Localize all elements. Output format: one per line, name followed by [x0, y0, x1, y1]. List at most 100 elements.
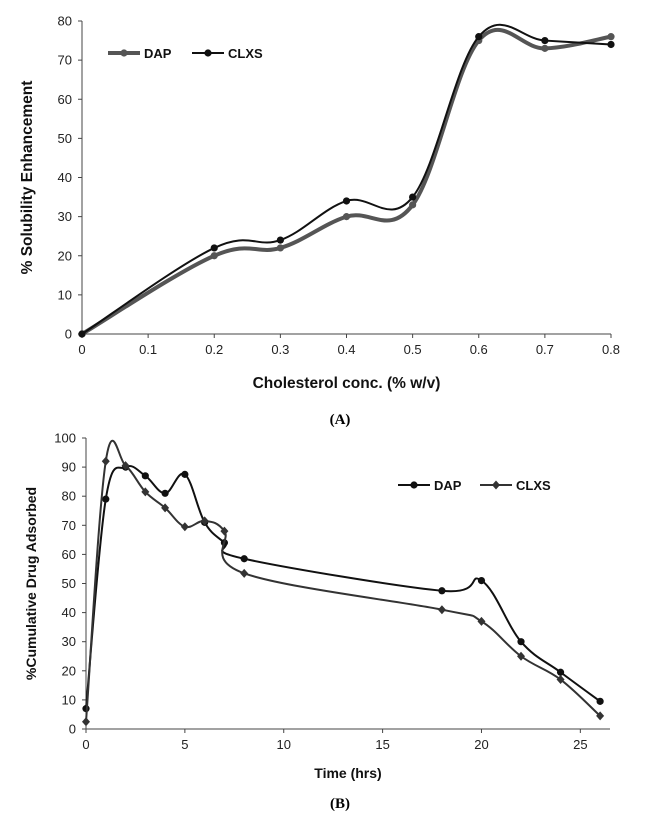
- data-point-dap: [276, 244, 284, 252]
- x-tick-label: 20: [474, 737, 488, 752]
- legend-item-clxs: CLXS: [480, 478, 551, 493]
- data-point-clxs: [210, 244, 218, 252]
- legend-label: DAP: [434, 478, 462, 493]
- x-tick-label: 25: [573, 737, 587, 752]
- data-point-clxs: [556, 675, 565, 685]
- chart-a: 0 10 20 30 40 50 60 70 80 0 0.1 0.2 0.3 0.4 0.5 0.6 0.7 0…: [19, 14, 620, 393]
- x-tick-label: 0.2: [205, 342, 223, 357]
- legend-label: CLXS: [228, 46, 263, 61]
- legend-marker: [410, 481, 418, 489]
- data-point-clxs: [607, 40, 615, 49]
- data-point-dap: [607, 33, 615, 41]
- data-point-clxs: [180, 522, 189, 532]
- series-line-dap: [85, 465, 601, 709]
- x-tick-label: 0.6: [470, 342, 488, 357]
- data-point-dap: [556, 668, 565, 676]
- x-tick-label: 0.1: [139, 342, 157, 357]
- data-point-clxs: [437, 605, 446, 615]
- legend-label: CLXS: [516, 478, 551, 493]
- y-tick-label: 50: [58, 131, 72, 146]
- data-point-clxs: [477, 616, 486, 626]
- legend-item-dap: DAP: [108, 46, 172, 61]
- x-tick-label: 0.8: [602, 342, 620, 357]
- data-point-dap: [596, 697, 604, 705]
- y-tick-label: 10: [58, 287, 72, 302]
- legend-item-dap: DAP: [398, 478, 462, 493]
- legend-marker: [492, 480, 500, 490]
- data-point-clxs: [200, 516, 209, 526]
- data-point-clxs: [220, 526, 229, 536]
- series-line-clxs: [85, 439, 601, 722]
- y-tick-label: 30: [58, 209, 72, 224]
- chart-b: 0 10 20 30 40 50 60 70 80 90 100 0 5 10 15 20 25 Time (hr…: [23, 431, 610, 781]
- series-dap: [82, 463, 604, 713]
- y-tick-label: 80: [62, 489, 76, 504]
- y-tick-label: 0: [69, 722, 76, 737]
- data-point-dap: [409, 201, 417, 209]
- data-point-clxs: [82, 717, 90, 727]
- caption-b: (B): [330, 796, 350, 812]
- y-tick-label: 20: [58, 248, 72, 263]
- x-tick-label: 0.3: [271, 342, 289, 357]
- data-point-clxs: [240, 568, 249, 578]
- y-tick-label: 10: [62, 692, 76, 707]
- series-line-dap: [80, 27, 612, 336]
- series-line-clxs: [81, 23, 612, 335]
- data-point-dap: [102, 495, 110, 503]
- x-tick-label: 0: [78, 342, 85, 357]
- data-point-dap: [181, 470, 189, 478]
- y-tick-label: 40: [62, 605, 76, 620]
- data-point-dap: [210, 252, 218, 260]
- y-tick-label: 0: [65, 327, 72, 342]
- data-point-clxs: [475, 33, 483, 41]
- data-point-dap: [477, 576, 486, 585]
- x-axis-title: Cholesterol conc. (% w/v): [253, 375, 441, 392]
- x-tick-label: 10: [277, 737, 291, 752]
- series-clxs: [78, 23, 615, 338]
- data-point-clxs: [342, 197, 351, 205]
- x-tick-label: 15: [375, 737, 389, 752]
- x-tick-label: 0.5: [404, 342, 422, 357]
- x-tick-label: 0.7: [536, 342, 554, 357]
- data-point-clxs: [596, 711, 605, 721]
- data-point-dap: [342, 213, 351, 221]
- y-tick-label: 60: [58, 92, 72, 107]
- y-tick-label: 60: [62, 547, 76, 562]
- data-point-dap: [161, 489, 169, 497]
- data-point-clxs: [276, 236, 284, 244]
- y-axis-title: % Solubility Enhancement: [19, 81, 36, 275]
- data-point-dap: [517, 638, 525, 646]
- series-dap: [78, 27, 615, 338]
- y-tick-label: 30: [62, 634, 76, 649]
- y-tick-label: 80: [58, 14, 72, 29]
- data-point-dap: [240, 555, 248, 563]
- data-point-clxs: [541, 36, 549, 45]
- legend-item-clxs: CLXS: [192, 46, 263, 61]
- y-tick-label: 70: [62, 518, 76, 533]
- data-point-clxs: [517, 651, 526, 661]
- data-point-clxs: [121, 461, 130, 471]
- data-point-clxs: [409, 193, 417, 201]
- data-point-clxs: [78, 330, 86, 338]
- y-tick-label: 50: [62, 576, 76, 591]
- y-tick-label: 70: [58, 53, 72, 68]
- caption-a: (A): [330, 412, 351, 428]
- data-point-dap: [438, 587, 446, 595]
- x-axis-title: Time (hrs): [314, 765, 381, 781]
- y-axis-title: %Cumulative Drug Adsorbed: [23, 487, 39, 680]
- data-point-clxs: [141, 487, 150, 497]
- y-tick-label: 20: [62, 663, 76, 678]
- x-tick-label: 5: [181, 737, 188, 752]
- legend-label: DAP: [144, 46, 172, 61]
- x-tick-label: 0.4: [337, 342, 355, 357]
- legend-marker: [120, 49, 128, 57]
- x-tick-label: 0: [82, 737, 89, 752]
- data-point-clxs: [161, 503, 170, 513]
- data-point-dap: [541, 44, 549, 52]
- data-point-clxs: [101, 456, 110, 466]
- y-tick-label: 100: [54, 431, 76, 446]
- series-clxs: [82, 439, 605, 727]
- legend-marker: [204, 49, 212, 57]
- data-point-dap: [141, 472, 149, 480]
